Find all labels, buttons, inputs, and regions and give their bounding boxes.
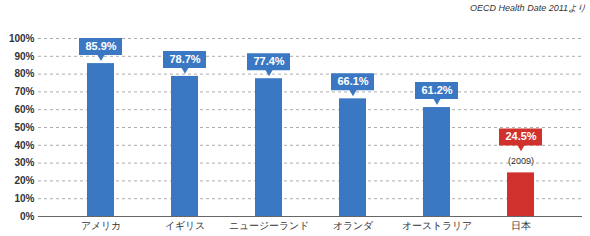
svg-text:40%: 40%: [14, 140, 34, 151]
html-text:OECD Health Date 2011より: OECD Health Date 2011より: [470, 3, 586, 13]
svg-text:90%: 90%: [14, 51, 34, 62]
svg-text:61.2%: 61.2%: [421, 84, 452, 96]
svg-text:100%: 100%: [9, 33, 35, 44]
svg-text:85.9%: 85.9%: [85, 40, 116, 52]
svg-text:30%: 30%: [14, 157, 34, 168]
svg-text:日本: 日本: [511, 220, 531, 231]
svg-text:オーストラリア: オーストラリア: [402, 220, 472, 231]
svg-text:イギリス: イギリス: [165, 220, 205, 231]
svg-text:80%: 80%: [14, 68, 34, 79]
svg-text:ニュージーランド: ニュージーランド: [229, 220, 309, 231]
svg-text:66.1%: 66.1%: [337, 75, 368, 87]
svg-text:60%: 60%: [14, 104, 34, 115]
svg-text:(2009): (2009): [508, 156, 534, 166]
svg-text:20%: 20%: [14, 175, 34, 186]
svg-text:70%: 70%: [14, 86, 34, 97]
svg-text:アメリカ: アメリカ: [81, 220, 121, 231]
svg-text:77.4%: 77.4%: [253, 55, 284, 67]
svg-text:24.5%: 24.5%: [505, 130, 536, 142]
svg-text:50%: 50%: [14, 122, 34, 133]
svg-text:オランダ: オランダ: [333, 220, 374, 231]
svg-text:0%: 0%: [20, 211, 35, 222]
svg-text:10%: 10%: [14, 193, 34, 204]
svg-text:78.7%: 78.7%: [169, 53, 200, 65]
